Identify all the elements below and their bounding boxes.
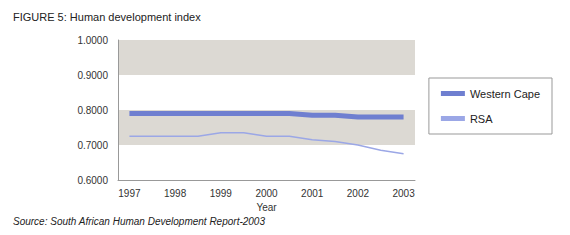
svg-text:FIGURE 5: Human development in: FIGURE 5: Human development index — [13, 11, 201, 23]
svg-text:Source: South African Human De: Source: South African Human Development … — [13, 216, 265, 227]
svg-text:0.8000: 0.8000 — [77, 105, 108, 116]
svg-text:0.6000: 0.6000 — [77, 175, 108, 186]
svg-text:2001: 2001 — [301, 188, 324, 199]
svg-text:0.7000: 0.7000 — [77, 140, 108, 151]
svg-text:Year: Year — [256, 202, 277, 213]
svg-text:Western Cape: Western Cape — [470, 88, 540, 100]
svg-text:0.9000: 0.9000 — [77, 70, 108, 81]
svg-text:1997: 1997 — [118, 188, 141, 199]
svg-text:1.0000: 1.0000 — [77, 35, 108, 46]
svg-text:1998: 1998 — [164, 188, 187, 199]
svg-text:2002: 2002 — [347, 188, 370, 199]
svg-text:RSA: RSA — [470, 113, 493, 125]
svg-text:1999: 1999 — [210, 188, 233, 199]
svg-text:2003: 2003 — [392, 188, 415, 199]
svg-text:2000: 2000 — [255, 188, 278, 199]
